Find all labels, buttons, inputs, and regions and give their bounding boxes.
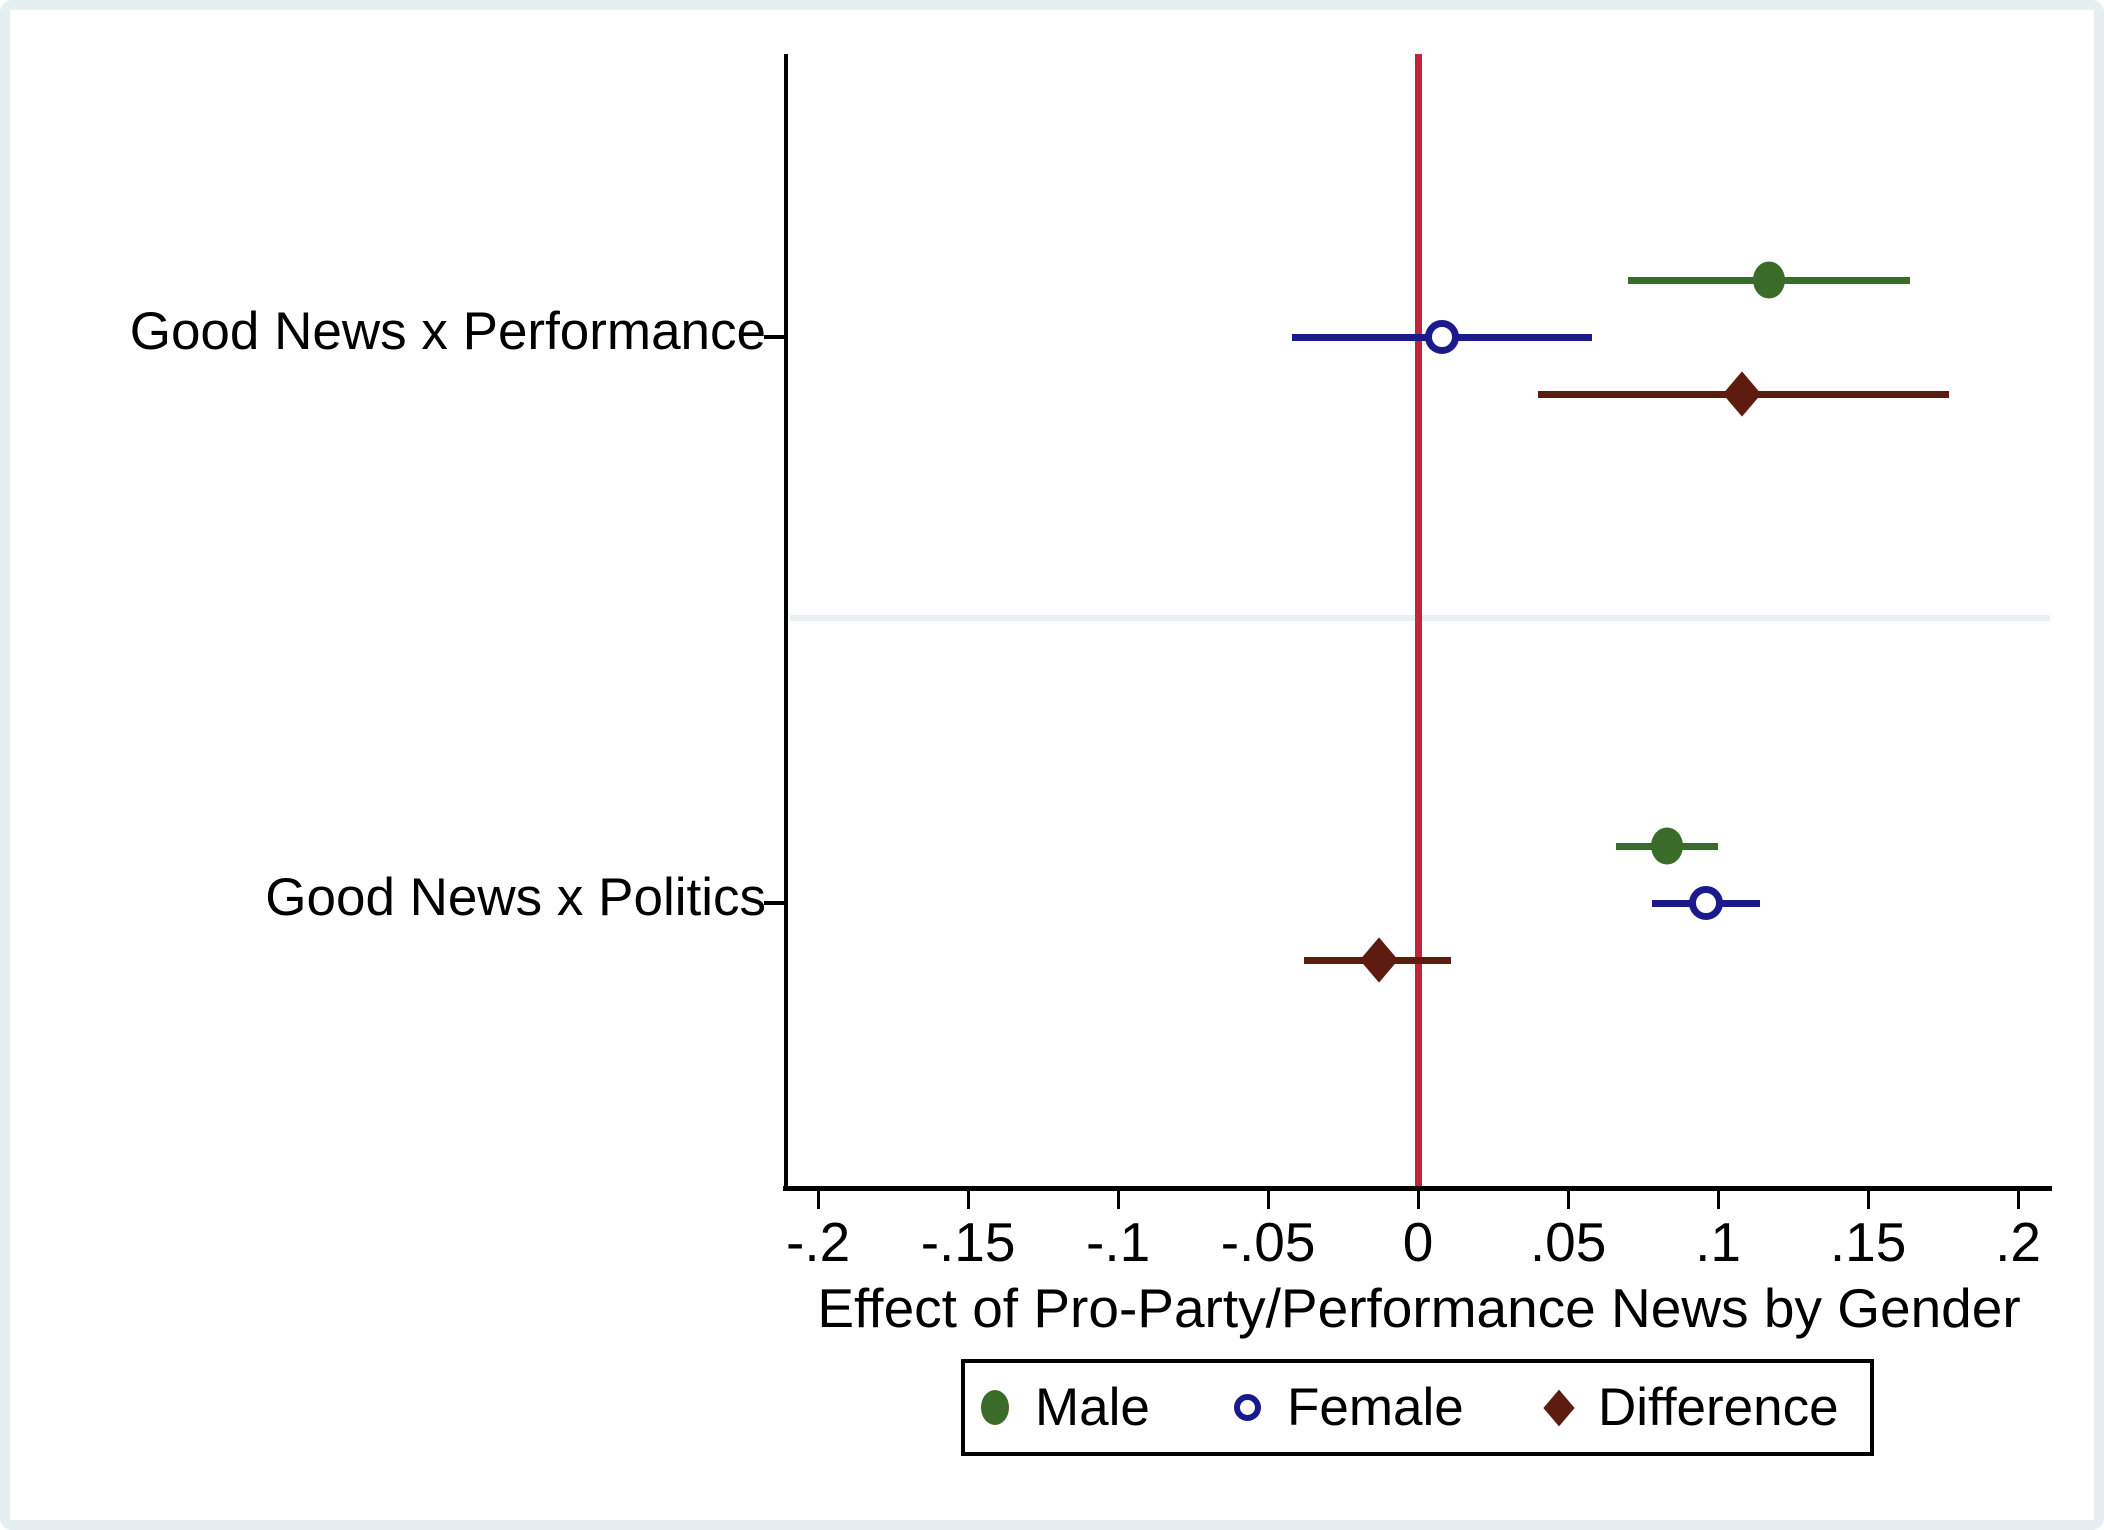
difference-diamond-marker bbox=[1359, 937, 1399, 983]
x-tick bbox=[1416, 1191, 1420, 1209]
male-filled-circle-marker bbox=[1753, 261, 1786, 299]
legend-label: Female bbox=[1287, 1378, 1464, 1437]
y-axis-line bbox=[784, 54, 788, 1186]
legend-label: Difference bbox=[1598, 1378, 1839, 1437]
x-tick-label: .05 bbox=[1529, 1211, 1607, 1273]
male-filled-circle-marker bbox=[1651, 827, 1684, 865]
x-axis-line bbox=[783, 1186, 2052, 1191]
x-tick bbox=[1566, 1191, 1570, 1209]
x-tick-label: .1 bbox=[1695, 1211, 1742, 1273]
x-tick-label: -.1 bbox=[1086, 1211, 1151, 1273]
legend: Male Female Difference bbox=[961, 1359, 1874, 1456]
legend-item-female: Female bbox=[1234, 1363, 1464, 1452]
x-tick-label: -.15 bbox=[920, 1211, 1016, 1273]
legend-difference-marker-icon bbox=[1543, 1389, 1575, 1426]
y-axis-group-label: Good News x Performance bbox=[129, 302, 766, 361]
y-axis-group-label: Good News x Politics bbox=[265, 868, 766, 927]
x-tick-label: -.05 bbox=[1220, 1211, 1316, 1273]
female-open-circle-marker bbox=[1425, 320, 1460, 354]
x-axis-title: Effect of Pro-Party/Performance News by … bbox=[817, 1277, 2021, 1339]
y-tick bbox=[764, 335, 786, 339]
zero-reference-line bbox=[1414, 54, 1422, 1186]
female-open-circle-marker bbox=[1689, 886, 1724, 920]
x-tick bbox=[1266, 1191, 1270, 1209]
x-tick bbox=[1866, 1191, 1870, 1209]
legend-item-male: Male bbox=[981, 1363, 1150, 1452]
x-tick bbox=[2016, 1191, 2020, 1209]
x-tick bbox=[966, 1191, 970, 1209]
legend-female-marker-icon bbox=[1234, 1394, 1261, 1421]
y-tick bbox=[764, 901, 786, 905]
x-tick bbox=[1716, 1191, 1720, 1209]
x-tick-label: .2 bbox=[1995, 1211, 2042, 1273]
x-tick bbox=[1116, 1191, 1120, 1209]
legend-male-marker-icon bbox=[981, 1390, 1009, 1425]
legend-item-difference: Difference bbox=[1543, 1363, 1839, 1452]
x-tick-label: -.2 bbox=[786, 1211, 851, 1273]
legend-label: Male bbox=[1035, 1378, 1150, 1437]
x-tick bbox=[816, 1191, 820, 1209]
x-tick-label: .15 bbox=[1829, 1211, 1907, 1273]
x-tick-label: 0 bbox=[1402, 1211, 1434, 1273]
difference-diamond-marker bbox=[1722, 371, 1762, 417]
